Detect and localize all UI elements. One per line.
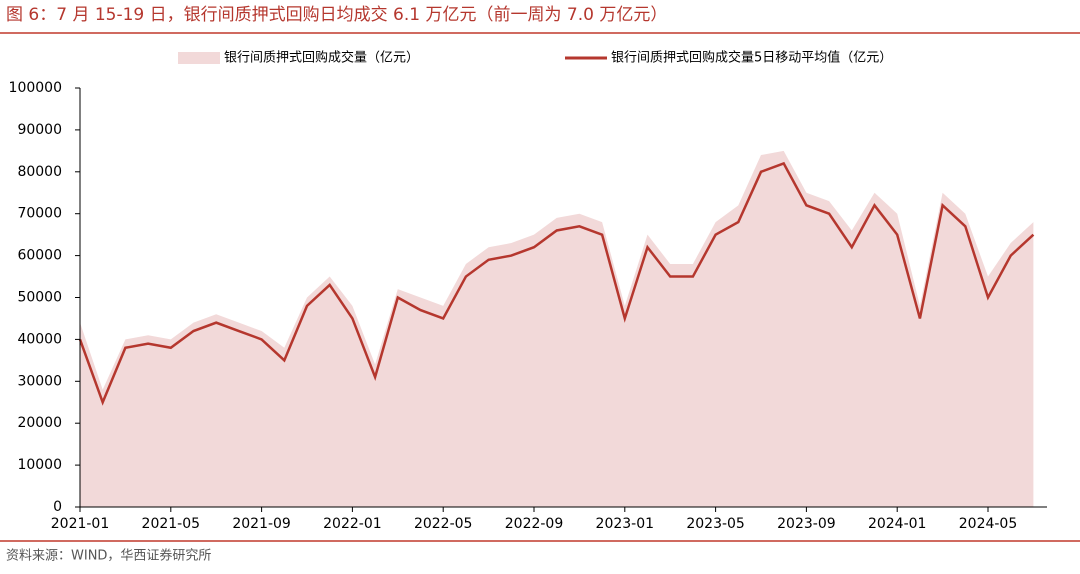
y-tick-label: 60000	[17, 248, 62, 264]
y-tick-label: 0	[53, 499, 62, 515]
x-tick-label: 2023-05	[686, 516, 745, 532]
y-tick-label: 50000	[17, 290, 62, 306]
legend-label: 银行间质押式回购成交量（亿元）	[224, 50, 419, 66]
y-tick-label: 100000	[9, 80, 62, 96]
y-tick-label: 40000	[17, 331, 62, 347]
y-tick-label: 20000	[17, 415, 62, 431]
source: 资料来源：WIND，华西证券研究所	[6, 548, 211, 564]
x-tick-label: 2022-05	[414, 516, 473, 532]
area	[80, 150, 1034, 507]
x-tick-label: 2024-01	[868, 516, 927, 532]
x-tick-label: 2021-01	[51, 516, 110, 532]
x-tick-label: 2023-01	[596, 516, 655, 532]
x-tick-label: 2021-09	[232, 516, 291, 532]
legend-label: 银行间质押式回购成交量5日移动平均值（亿元）	[611, 50, 892, 66]
y-tick-label: 80000	[17, 164, 62, 180]
y-tick-label: 10000	[17, 457, 62, 473]
x-tick-label: 2024-05	[959, 516, 1018, 532]
chart-title: 图 6：7 月 15-19 日，银行间质押式回购日均成交 6.1 万亿元（前一周…	[6, 5, 667, 25]
y-tick-label: 90000	[17, 122, 62, 138]
x-tick-label: 2023-09	[777, 516, 836, 532]
y-tick-label: 70000	[17, 206, 62, 222]
x-tick-label: 2021-05	[142, 516, 201, 532]
legend-swatch	[178, 52, 220, 64]
x-tick-label: 2022-01	[323, 516, 382, 532]
y-tick-label: 30000	[17, 373, 62, 389]
line	[78, 161, 1035, 406]
x-tick-label: 2022-09	[505, 516, 564, 532]
